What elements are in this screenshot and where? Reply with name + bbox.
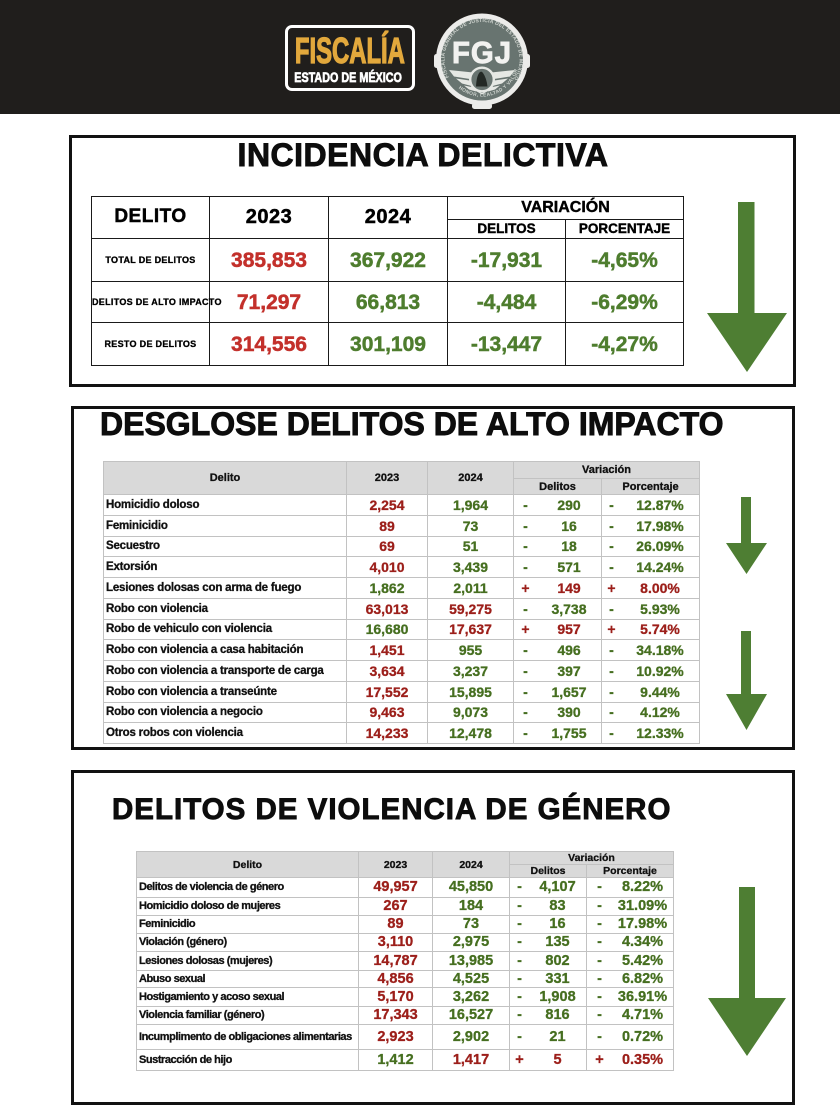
svg-text:FGJ: FGJ [452, 35, 512, 70]
